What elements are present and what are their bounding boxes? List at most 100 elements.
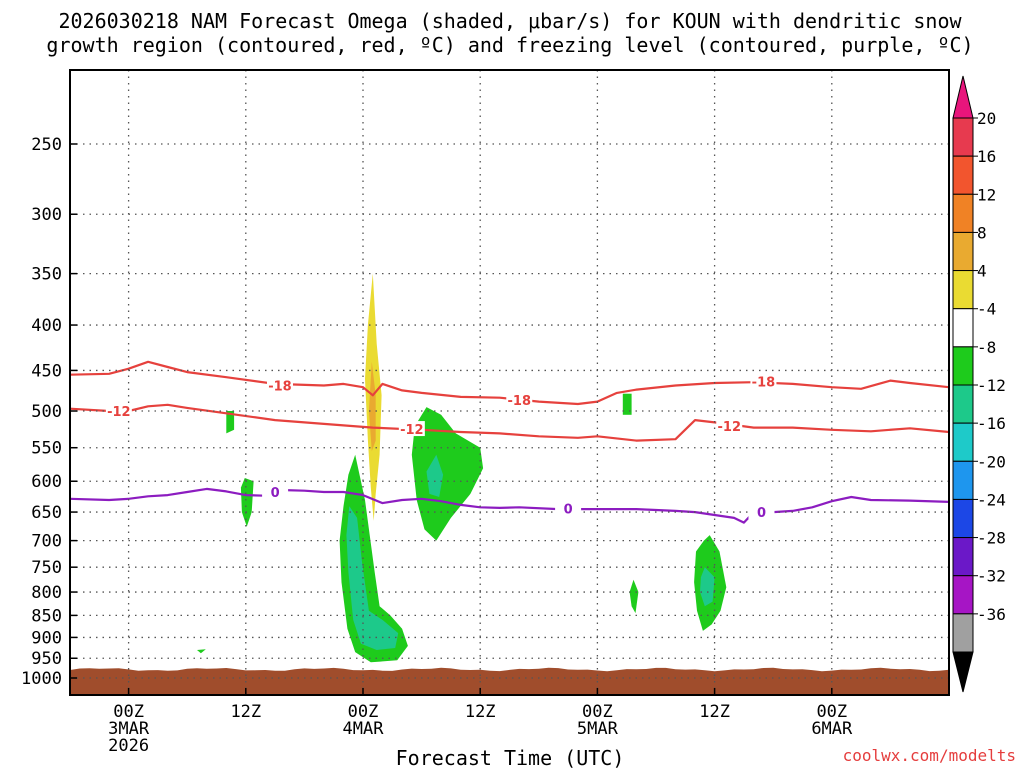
ytick-label-900: 900 xyxy=(31,628,62,648)
colorbar-label-3: 8 xyxy=(977,223,987,242)
colorbar-swatch-1 xyxy=(952,155,974,195)
omega-updraft-5mar-12z-band-1 xyxy=(700,567,715,607)
isotherm-minus-18-label-0: -18 xyxy=(268,380,292,395)
xtick-label-12-line-0: 12Z xyxy=(230,702,261,722)
x-axis-label: Forecast Time (UTC) xyxy=(396,746,625,768)
ytick-label-850: 850 xyxy=(31,606,62,626)
isotherm-minus-12-line xyxy=(70,403,949,442)
omega-midlevel-ascent-4mar-band-0 xyxy=(411,407,484,541)
ytick-label-1000: 1000 xyxy=(21,669,62,689)
xtick-label-24-line-0: 00Z xyxy=(348,702,379,722)
colorbar-bottom-arrow xyxy=(952,651,974,693)
omega-small-cell-12z-3mar-band-0 xyxy=(240,478,254,527)
omega-midlevel-ascent-4mar-band-1 xyxy=(426,454,444,497)
isotherm-minus-12-label-bg-1 xyxy=(398,421,425,437)
freezing-level-0c-label-2: 0 xyxy=(757,506,766,521)
ytick-label-650: 650 xyxy=(31,503,62,523)
isotherm-minus-12-label-bg-2 xyxy=(716,418,743,434)
colorbar-label-8: -16 xyxy=(977,414,1006,433)
ytick-label-700: 700 xyxy=(31,532,62,552)
isotherm-minus-18-label-1: -18 xyxy=(508,394,532,409)
ground-terrain xyxy=(70,667,949,695)
isotherm-minus-18-label-bg-2 xyxy=(750,373,777,389)
axes: 2503003504004505005506006507007508008509… xyxy=(21,135,853,756)
colorbar-label-2: 12 xyxy=(977,185,996,204)
isotherm-minus-12-label-0: -12 xyxy=(107,405,131,420)
colorbar-swatch-0 xyxy=(952,117,974,157)
colorbar-swatch-4 xyxy=(952,270,974,310)
omega-small-cell-5mar-aloft-band-0 xyxy=(622,393,632,415)
ytick-label-400: 400 xyxy=(31,316,62,336)
freezing-level-0c-label-1: 0 xyxy=(564,502,573,517)
colorbar-swatch-12 xyxy=(952,575,974,615)
colorbar-swatch-10 xyxy=(952,498,974,539)
omega-updraft-column-4mar-band-1 xyxy=(346,506,399,650)
xtick-label-48-line-1: 5MAR xyxy=(577,719,619,739)
colorbar: 20 16 12 8 4 -4 -8 -12 -16 -20 -24 -28 -32 -36 xyxy=(952,75,1006,693)
freezing-level-0c-label-bg-2 xyxy=(748,504,775,520)
xtick-label-36-line-0: 12Z xyxy=(465,702,496,722)
xtick-label-48-line-0: 00Z xyxy=(582,702,613,722)
ytick-label-750: 750 xyxy=(31,558,62,578)
omega-subsidence-spike-band-1 xyxy=(368,361,376,452)
colorbar-top-arrow xyxy=(952,75,974,119)
colorbar-label-10: -24 xyxy=(977,490,1006,509)
freezing-level-0c-line xyxy=(70,487,949,524)
ytick-label-950: 950 xyxy=(31,649,62,669)
ytick-label-450: 450 xyxy=(31,361,62,381)
ytick-label-250: 250 xyxy=(31,135,62,155)
colorbar-label-13: -36 xyxy=(977,605,1006,624)
ytick-label-500: 500 xyxy=(31,402,62,422)
colorbar-label-4: 4 xyxy=(977,262,987,281)
omega-small-cell-3mar-aloft-band-0 xyxy=(226,411,235,434)
freezing-level-0c-label-0: 0 xyxy=(271,486,280,501)
colorbar-swatch-11 xyxy=(952,537,974,577)
colorbar-swatch-6 xyxy=(952,346,974,386)
omega-small-cell-5mar-low-band-0 xyxy=(629,579,639,614)
isotherm-minus-12-label-2: -12 xyxy=(718,420,742,435)
plot-area xyxy=(70,273,949,695)
colorbar-swatch-7 xyxy=(952,384,974,424)
isotherm-minus-12-label-1: -12 xyxy=(400,423,424,438)
colorbar-label-1: 16 xyxy=(977,147,996,166)
contour-labels: -18 -18 -18 -12 -12 -12 0 0 0 xyxy=(105,373,777,521)
colorbar-label-7: -12 xyxy=(977,376,1006,395)
ytick-label-800: 800 xyxy=(31,583,62,603)
isotherm-minus-12-label-bg-0 xyxy=(105,403,132,418)
xtick-label-72-line-0: 00Z xyxy=(816,702,847,722)
xtick-label-0-line-2: 2026 xyxy=(108,736,149,756)
colorbar-label-9: -20 xyxy=(977,452,1006,471)
chart-title-line-2: growth region (contoured, red, ºC) and f… xyxy=(46,33,973,57)
isotherm-minus-18-line xyxy=(70,360,949,406)
ytick-label-550: 550 xyxy=(31,439,62,459)
plot-frame xyxy=(69,69,950,696)
isotherm-minus-18-label-bg-0 xyxy=(266,377,293,393)
colorbar-swatch-8 xyxy=(952,422,974,462)
freezing-level-0c-label-bg-0 xyxy=(262,483,289,499)
colorbar-swatch-13 xyxy=(952,613,974,653)
ytick-label-300: 300 xyxy=(31,205,62,225)
colorbar-swatch-2 xyxy=(952,193,974,233)
ytick-label-600: 600 xyxy=(31,472,62,492)
chart-title-line-1: 2026030218 NAM Forecast Omega (shaded, μ… xyxy=(58,9,962,33)
xtick-label-24-line-1: 4MAR xyxy=(343,719,385,739)
credit-text: coolwx.com/modelts xyxy=(843,746,1016,765)
colorbar-label-11: -28 xyxy=(977,529,1006,548)
xtick-label-0-line-0: 00Z xyxy=(113,702,144,722)
grid-lines xyxy=(70,70,949,695)
colorbar-label-12: -32 xyxy=(977,567,1006,586)
colorbar-label-5: -4 xyxy=(977,300,996,319)
colorbar-label-6: -8 xyxy=(977,338,996,357)
freezing-level-0c-label-bg-1 xyxy=(555,500,582,516)
ytick-label-350: 350 xyxy=(31,265,62,285)
colorbar-swatch-5 xyxy=(952,308,974,348)
xtick-label-0-line-1: 3MAR xyxy=(108,719,150,739)
isotherm-minus-18-label-bg-1 xyxy=(506,392,533,408)
colorbar-swatch-9 xyxy=(952,460,974,500)
xtick-label-60-line-0: 12Z xyxy=(699,702,730,722)
xtick-label-72-line-1: 6MAR xyxy=(811,719,853,739)
isotherm-minus-18-label-2: -18 xyxy=(752,375,776,390)
omega-tiny-cell-lowlevel-band-0 xyxy=(197,649,206,654)
colorbar-swatch-3 xyxy=(952,231,974,272)
